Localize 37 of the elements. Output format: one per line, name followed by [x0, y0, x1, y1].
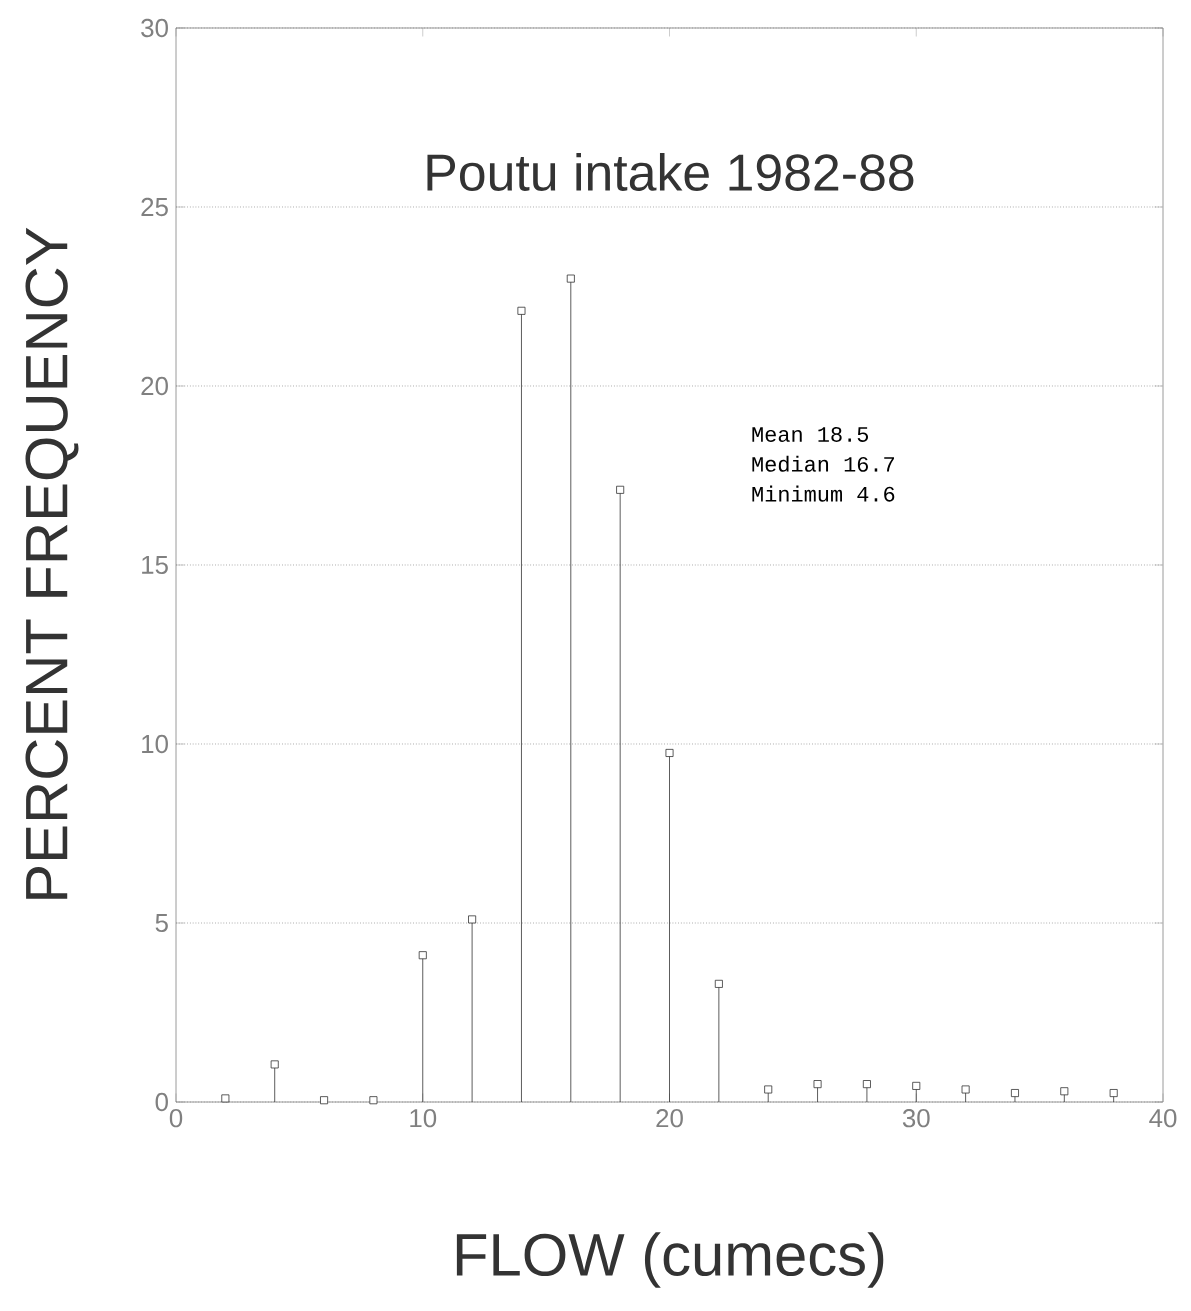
x-tick-label: 30 — [902, 1109, 930, 1128]
point — [714, 979, 723, 988]
x-axis-title: FLOW (cumecs) — [456, 1232, 884, 1288]
point — [320, 1096, 329, 1105]
annotation: Mean 18.5 — [752, 427, 869, 442]
point — [418, 951, 427, 960]
annotation: Minimum 4.6 — [752, 485, 895, 502]
point — [961, 1085, 970, 1094]
point — [468, 915, 477, 924]
x-tick-label: 40 — [1149, 1109, 1177, 1128]
y-tick-label: 15 — [142, 555, 168, 575]
y-tick-label: 0 — [155, 1092, 168, 1112]
point — [221, 1094, 230, 1103]
y-tick-label: 25 — [141, 197, 168, 217]
x-tick-label: 10 — [410, 1109, 437, 1128]
point — [665, 748, 674, 757]
point — [1010, 1089, 1019, 1098]
text: Poutu intake 1982-88 — [427, 152, 914, 191]
y-tick-label: 5 — [155, 913, 168, 933]
point — [912, 1081, 921, 1090]
x-tick-label: 20 — [656, 1109, 683, 1128]
point — [862, 1080, 871, 1089]
y-tick-label: 20 — [141, 376, 168, 396]
point — [566, 274, 575, 283]
point — [1109, 1089, 1118, 1098]
point — [616, 485, 625, 494]
point — [1060, 1087, 1069, 1096]
y-tick-label: 10 — [142, 734, 168, 754]
point — [764, 1085, 773, 1094]
y-tick-label: 30 — [141, 18, 168, 38]
x-tick-label: 0 — [169, 1109, 183, 1128]
point — [270, 1060, 279, 1069]
point — [369, 1096, 378, 1105]
annotation: Median 16.7 — [752, 455, 894, 472]
point — [517, 306, 526, 315]
y-axis-title: PERCENT FREQUENCY — [25, 227, 79, 899]
point — [813, 1080, 822, 1089]
